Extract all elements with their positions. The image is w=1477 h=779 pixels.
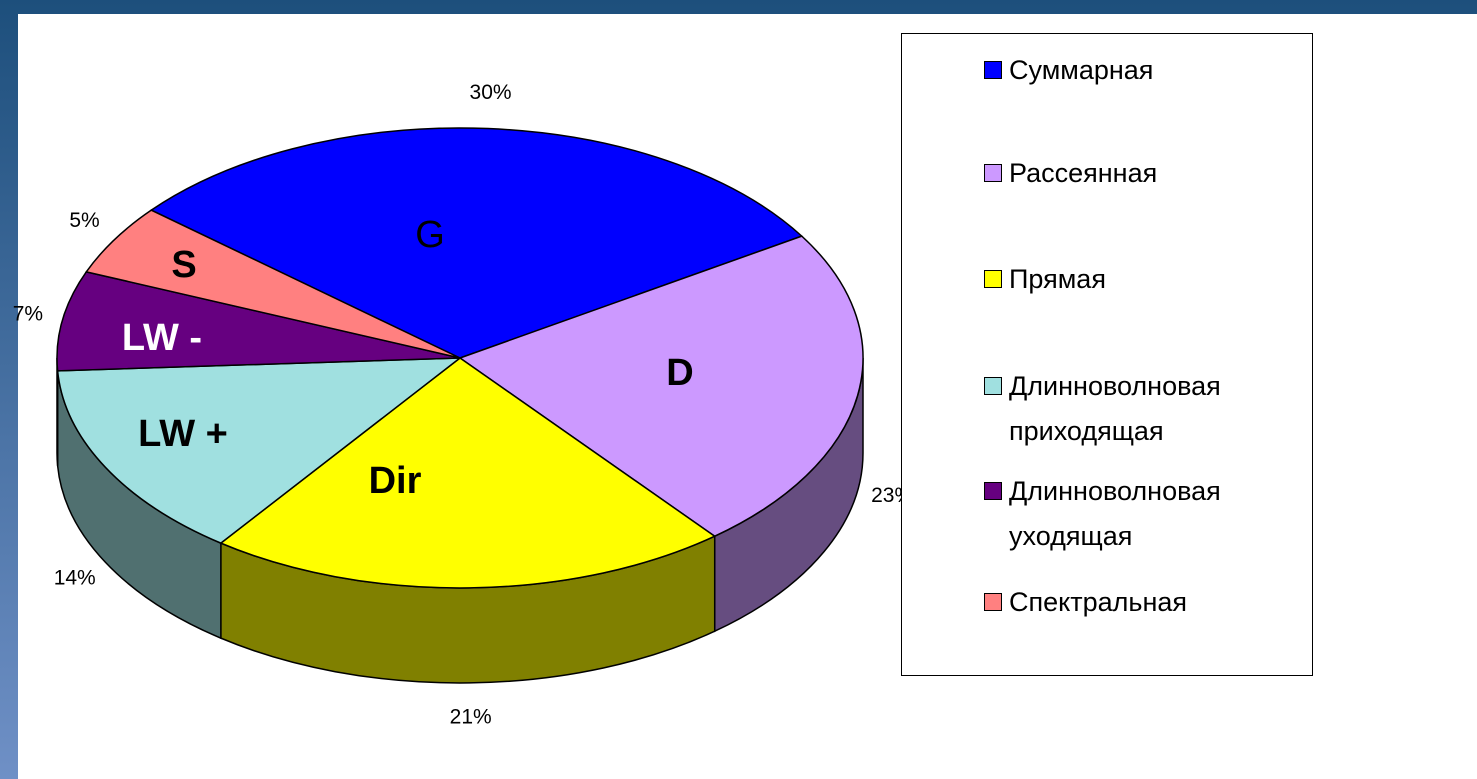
pie-slice <box>85 209 461 359</box>
value-label: 30% <box>470 81 512 104</box>
pie-slice <box>56 270 461 372</box>
slice-label: G <box>415 214 445 256</box>
legend-swatch <box>984 164 1002 182</box>
pie-slice <box>149 127 804 359</box>
pie-slice <box>219 357 717 589</box>
legend-entry: Суммарная <box>984 48 1284 93</box>
pie-slice <box>56 357 463 544</box>
legend-swatch <box>984 482 1002 500</box>
slice-label: LW - <box>122 317 202 359</box>
legend: Суммарная Рассеянная Прямая Длинноволновая … <box>901 33 1313 676</box>
legend-entry: Рассеянная <box>984 151 1284 196</box>
legend-entry: Длинноволновая уходящая <box>984 469 1284 559</box>
legend-entry: Длинноволновая приходящая <box>984 364 1284 454</box>
value-label: 14% <box>54 567 96 590</box>
legend-label: Длинноволновая уходящая <box>1009 476 1221 551</box>
slice-label: D <box>666 352 693 394</box>
value-label: 21% <box>450 705 492 728</box>
slice-label: S <box>171 244 196 286</box>
slice-label: Dir <box>369 460 422 502</box>
legend-entry: Прямая <box>984 257 1284 302</box>
legend-swatch <box>984 61 1002 79</box>
slice-label: LW + <box>138 413 228 455</box>
legend-swatch <box>984 270 1002 288</box>
pie-slice <box>458 235 864 538</box>
value-label: 7% <box>13 302 43 325</box>
legend-label: Длинноволновая приходящая <box>1009 371 1221 446</box>
legend-label: Суммарная <box>1009 55 1154 85</box>
legend-label: Рассеянная <box>1009 158 1158 188</box>
legend-label: Прямая <box>1009 264 1106 294</box>
legend-label: Спектральная <box>1009 587 1188 617</box>
legend-swatch <box>984 593 1002 611</box>
legend-entry: Спектральная <box>984 580 1284 625</box>
value-label: 5% <box>69 209 99 232</box>
legend-swatch <box>984 377 1002 395</box>
